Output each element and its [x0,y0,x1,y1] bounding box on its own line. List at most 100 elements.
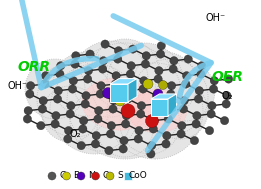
Circle shape [197,70,205,78]
Circle shape [139,85,147,93]
Circle shape [152,83,208,139]
Circle shape [155,61,215,121]
Circle shape [124,80,135,91]
Circle shape [94,106,103,115]
Text: O₂: O₂ [70,129,81,139]
Circle shape [77,141,85,150]
Circle shape [121,120,130,128]
Circle shape [82,91,90,100]
Circle shape [52,112,60,120]
Circle shape [167,90,175,98]
Circle shape [222,100,230,108]
Circle shape [67,43,183,159]
Circle shape [48,172,56,180]
Circle shape [122,112,130,120]
Circle shape [120,94,180,154]
Circle shape [54,87,62,95]
Circle shape [153,89,163,99]
Circle shape [38,105,47,113]
Circle shape [107,63,203,159]
Circle shape [64,126,73,135]
Circle shape [51,120,59,128]
Circle shape [125,87,133,95]
Circle shape [223,91,231,100]
Circle shape [167,81,176,90]
Circle shape [68,85,77,93]
Circle shape [210,77,218,85]
Circle shape [114,55,122,63]
Circle shape [156,50,165,58]
Circle shape [135,126,143,135]
Circle shape [150,116,158,125]
Circle shape [26,90,34,98]
Circle shape [137,101,146,110]
Circle shape [24,106,32,115]
Circle shape [152,100,160,108]
Circle shape [154,75,162,83]
Circle shape [86,50,94,58]
Circle shape [180,97,188,105]
Circle shape [110,97,118,105]
Circle shape [141,60,150,68]
Circle shape [170,57,178,65]
Circle shape [72,41,148,117]
Circle shape [92,172,99,180]
Circle shape [115,96,125,106]
Circle shape [208,101,216,110]
Circle shape [71,60,79,68]
Circle shape [120,136,128,145]
Circle shape [79,116,88,125]
Circle shape [41,72,50,80]
Circle shape [103,88,114,98]
Circle shape [25,59,85,119]
Circle shape [129,45,137,53]
Circle shape [84,75,92,83]
Circle shape [205,126,214,135]
Circle shape [124,95,132,103]
FancyArrowPatch shape [18,0,141,88]
Text: OH⁻: OH⁻ [8,81,28,91]
Circle shape [92,132,100,140]
Circle shape [99,57,108,65]
Circle shape [127,62,135,70]
Circle shape [77,172,85,180]
Circle shape [182,80,190,88]
Circle shape [72,52,80,60]
Circle shape [67,101,75,110]
Circle shape [155,67,163,75]
Circle shape [64,135,72,143]
Text: OH⁻: OH⁻ [205,13,225,23]
Circle shape [56,70,64,78]
Circle shape [147,141,156,150]
Circle shape [192,120,200,128]
Text: O₂: O₂ [222,91,234,101]
Circle shape [193,112,201,120]
Circle shape [37,61,113,137]
Circle shape [209,85,218,93]
Circle shape [184,55,192,63]
Circle shape [50,64,140,154]
FancyBboxPatch shape [123,172,132,180]
Circle shape [42,86,98,142]
Circle shape [97,101,153,157]
Circle shape [162,140,170,148]
Circle shape [169,65,177,73]
Circle shape [182,72,191,80]
Polygon shape [128,79,137,102]
Circle shape [134,135,143,143]
Circle shape [105,146,113,155]
Polygon shape [110,79,137,84]
Circle shape [98,65,107,73]
Circle shape [178,122,186,130]
Circle shape [96,90,104,98]
Circle shape [26,81,35,90]
Circle shape [101,40,109,48]
Text: ORR: ORR [18,60,51,74]
Circle shape [114,46,123,55]
Text: OER: OER [212,70,244,84]
Circle shape [39,97,48,105]
Polygon shape [151,99,168,116]
Circle shape [149,125,157,133]
Circle shape [147,150,155,158]
Circle shape [142,52,150,60]
